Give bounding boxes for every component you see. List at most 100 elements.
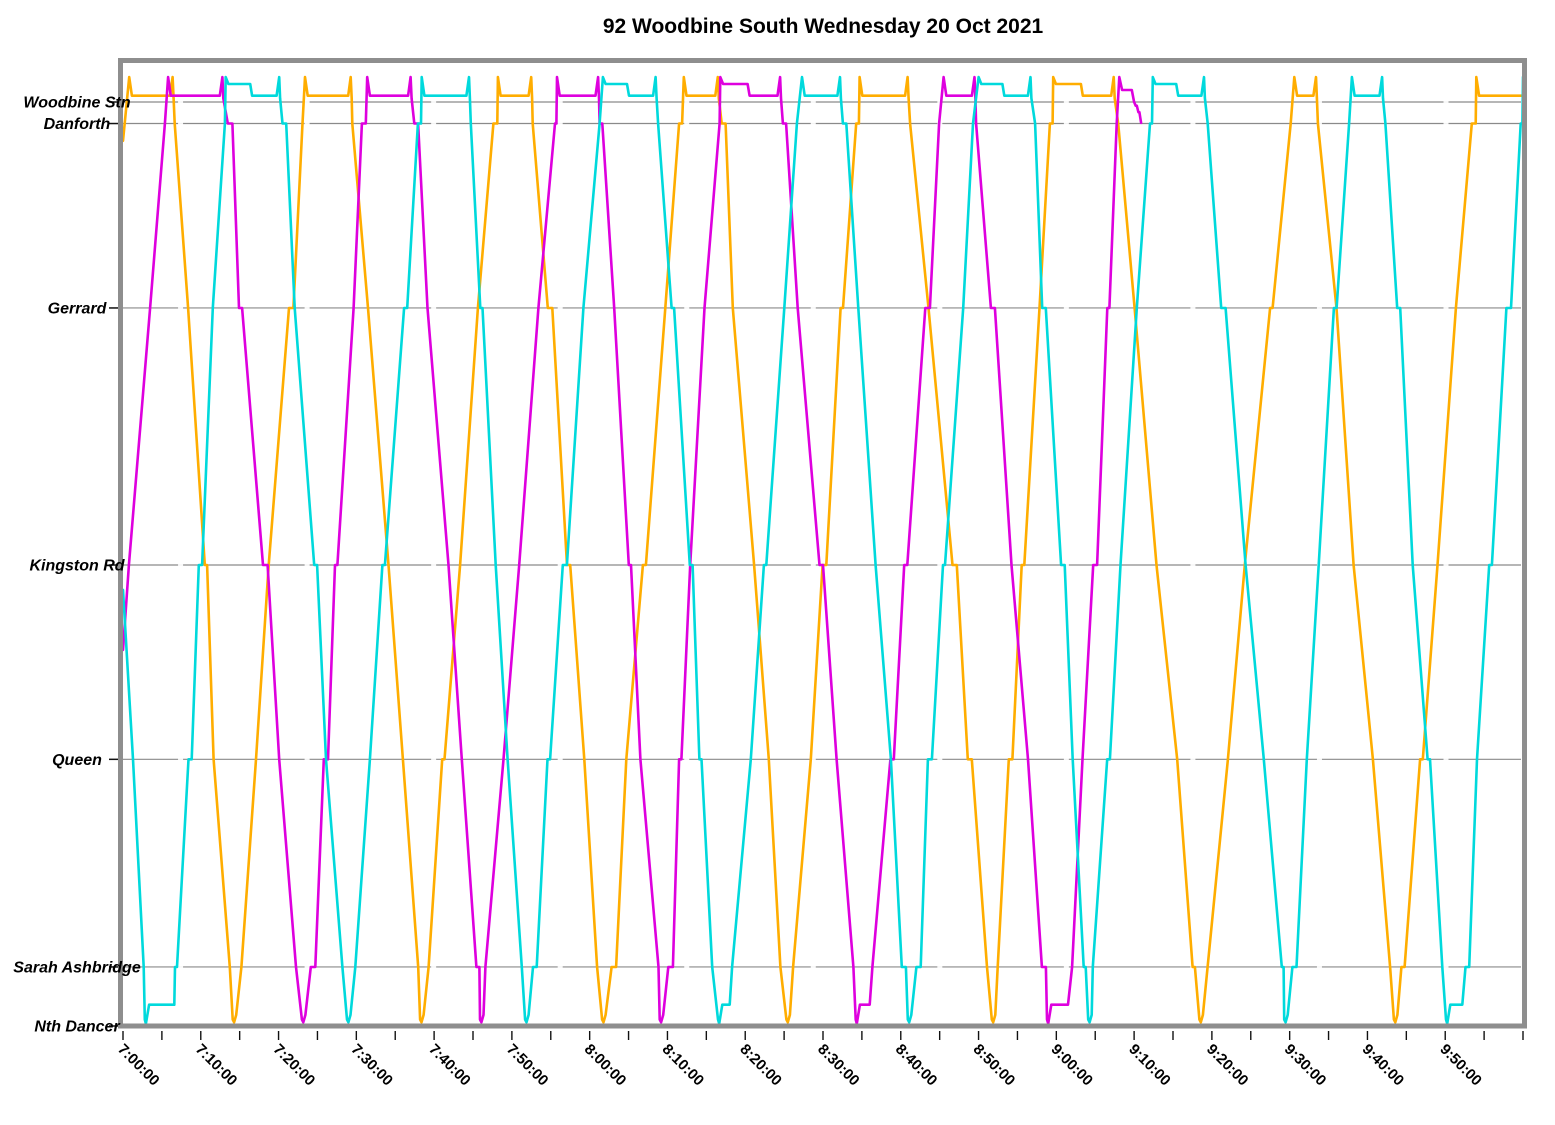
gridline-gap (1443, 563, 1449, 567)
gridline-gap (1316, 757, 1322, 762)
stop-label-1: Danforth (44, 116, 111, 133)
chart-title: 92 Woodbine South Wednesday 20 Oct 2021 (603, 15, 1044, 38)
gridline-gap (178, 965, 184, 969)
x-label-8: 8:20:00 (736, 1041, 785, 1090)
gridline-gap (810, 965, 816, 969)
trip-line-vehicle-cyan (123, 75, 1522, 1025)
gridline-gap (557, 757, 563, 762)
gridline-gap (304, 563, 310, 567)
gridline-gap (557, 306, 563, 310)
gridline-gap (810, 100, 816, 104)
gridline-gap (684, 121, 690, 126)
x-label-4: 7:40:00 (425, 1041, 474, 1090)
x-label-3: 7:30:00 (348, 1041, 397, 1090)
x-axis-labels: 7:00:00 7:10:00 7:20:00 7:30:00 7:40:00 7:50:… (114, 1041, 1485, 1090)
x-label-11: 8:50:00 (970, 1041, 1019, 1090)
gridline-gap (431, 306, 437, 310)
gridline-gap (684, 100, 690, 104)
gridline-gap (1190, 563, 1196, 567)
gridline-gap (1316, 100, 1322, 104)
x-axis-ticks (122, 1031, 1524, 1040)
stop-label-4: Queen (52, 752, 102, 769)
gridline-gap (810, 306, 816, 310)
x-label-0: 7:00:00 (114, 1041, 163, 1090)
gridline-gap (1190, 100, 1196, 104)
gridline-gap (178, 757, 184, 762)
gridline-gap (304, 757, 310, 762)
gridline-gap (684, 757, 690, 762)
gridline-gap (178, 121, 184, 126)
gridline-gap (1063, 563, 1069, 567)
gridline-gap (937, 100, 943, 104)
y-axis-ticks (109, 101, 118, 1027)
gridline-gap (1316, 121, 1322, 126)
trip-line-vehicle-magenta (123, 75, 1143, 1025)
gridline-gap (431, 965, 437, 969)
x-label-17: 9:50:00 (1436, 1041, 1485, 1090)
gridline-gap (1190, 306, 1196, 310)
gridline-gap (684, 965, 690, 969)
gridline-gap (937, 965, 943, 969)
x-label-13: 9:10:00 (1125, 1041, 1174, 1090)
gridline-gap (557, 100, 563, 104)
gridline-gap (304, 121, 310, 126)
gridline-gap (810, 563, 816, 567)
gridline-gap (1063, 121, 1069, 126)
gridline-gap (1316, 306, 1322, 310)
x-label-14: 9:20:00 (1203, 1041, 1252, 1090)
y-axis-labels: Woodbine Stn Danforth Gerrard Kingston Rd Qu… (13, 95, 141, 1036)
x-label-6: 8:00:00 (581, 1041, 630, 1090)
gridline-gap (431, 563, 437, 567)
x-label-1: 7:10:00 (192, 1041, 241, 1090)
gridline-gap (557, 563, 563, 567)
gridline-gap (937, 306, 943, 310)
gridline-gap (810, 757, 816, 762)
gridline-gap (1063, 757, 1069, 762)
stop-label-3: Kingston Rd (29, 558, 125, 575)
gridline-gap (1190, 121, 1196, 126)
gridline-gap (1443, 121, 1449, 126)
vehicle-trip-lines (123, 75, 1522, 1025)
stop-label-5: Sarah Ashbridge (13, 959, 141, 976)
gridline-gaps (178, 100, 1449, 969)
gridline-gap (431, 757, 437, 762)
gridline-gap (1063, 100, 1069, 104)
gridline-gap (557, 121, 563, 126)
gridline-gap (178, 306, 184, 310)
gridline-gap (1063, 965, 1069, 969)
stop-label-2: Gerrard (48, 300, 108, 317)
gridline-gap (557, 965, 563, 969)
plot-border (118, 58, 1527, 1029)
x-label-10: 8:40:00 (892, 1041, 941, 1090)
gridline-gap (178, 563, 184, 567)
stop-label-6: Nth Dancer (34, 1019, 120, 1036)
gridline-gap (1443, 965, 1449, 969)
x-label-9: 8:30:00 (814, 1041, 863, 1090)
gridline-gap (1316, 965, 1322, 969)
gridline-gap (937, 563, 943, 567)
x-label-12: 9:00:00 (1048, 1041, 1097, 1090)
x-label-5: 7:50:00 (503, 1041, 552, 1090)
gridline-gap (937, 757, 943, 762)
x-label-16: 9:40:00 (1359, 1041, 1408, 1090)
stop-label-0: Woodbine Stn (23, 95, 130, 112)
gridline-gap (684, 306, 690, 310)
gridline-gap (1443, 100, 1449, 104)
gridline-gap (1190, 757, 1196, 762)
gridline-gap (178, 100, 184, 104)
gridline-gap (684, 563, 690, 567)
gridline-gap (304, 306, 310, 310)
gridline-gap (304, 100, 310, 104)
x-label-7: 8:10:00 (659, 1041, 708, 1090)
plot-frame (118, 58, 1527, 1029)
gridline-gap (304, 965, 310, 969)
gridline-gap (1063, 306, 1069, 310)
trip-line-vehicle-orange (123, 75, 1522, 1024)
gridline-gap (810, 121, 816, 126)
gridline-gap (1443, 306, 1449, 310)
gridline-gap (1443, 757, 1449, 762)
x-label-15: 9:30:00 (1281, 1041, 1330, 1090)
gridline-gap (431, 100, 437, 104)
